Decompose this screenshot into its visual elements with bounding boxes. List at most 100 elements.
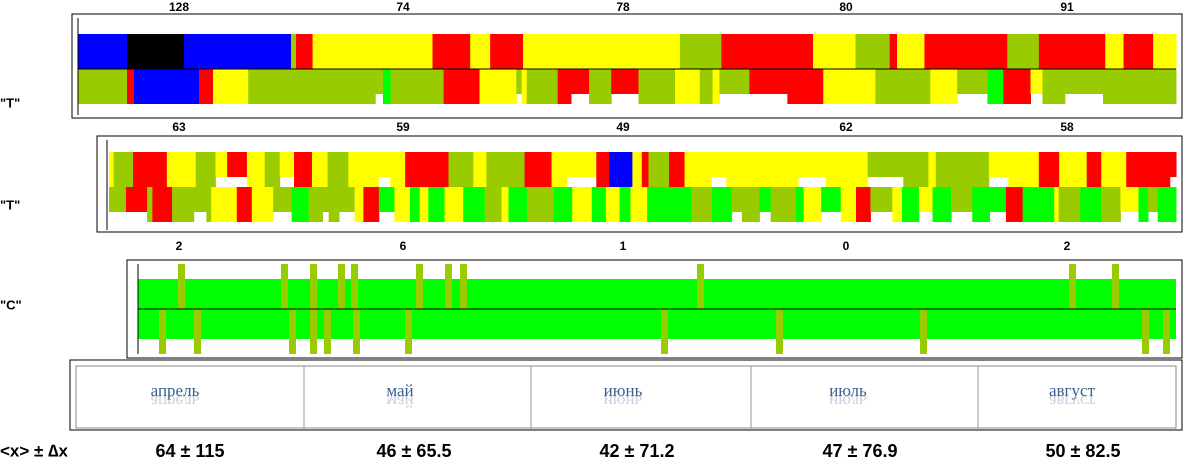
segment <box>770 187 791 222</box>
segment <box>1157 187 1169 222</box>
segment <box>918 187 934 212</box>
segment <box>932 187 952 222</box>
segment <box>557 69 572 104</box>
count-label: 58 <box>1060 120 1074 134</box>
segment <box>591 187 607 222</box>
segment <box>215 152 221 177</box>
segment <box>310 309 317 354</box>
segment <box>821 187 842 212</box>
segment <box>1038 187 1055 222</box>
count-label: 78 <box>616 0 630 14</box>
stats-label: <x> ± ∆x <box>0 441 68 460</box>
segment <box>749 69 759 94</box>
segment <box>310 264 317 309</box>
segment <box>647 187 657 222</box>
segment <box>236 187 253 222</box>
segment <box>1038 34 1065 69</box>
segment <box>322 187 330 212</box>
segment <box>470 34 491 69</box>
segment <box>1064 34 1087 69</box>
count-label: 1 <box>620 239 627 253</box>
segment <box>699 69 714 104</box>
segment <box>1102 69 1125 104</box>
segment <box>759 187 772 212</box>
segment <box>309 69 324 104</box>
segment <box>1064 69 1104 94</box>
segment <box>988 152 1009 177</box>
segment <box>889 34 898 69</box>
segment <box>109 187 127 212</box>
segment <box>546 187 555 222</box>
segment <box>1028 152 1040 187</box>
panel-frame <box>69 359 1183 431</box>
segment <box>1126 152 1144 187</box>
segment <box>731 187 743 212</box>
row-label: "C" <box>0 297 22 312</box>
segment <box>903 152 929 187</box>
segment <box>935 152 966 187</box>
segment <box>719 69 750 94</box>
segment <box>1042 69 1066 104</box>
segment <box>1120 187 1139 212</box>
segment <box>390 69 419 104</box>
segment <box>193 187 207 212</box>
segment <box>353 309 360 354</box>
segment <box>296 34 314 69</box>
segment <box>609 152 633 187</box>
segment <box>1138 187 1149 222</box>
segment <box>443 69 481 104</box>
month-reflection: август <box>1049 392 1096 411</box>
panel-frame <box>71 13 1183 119</box>
segment <box>705 187 713 222</box>
month-label: июль <box>829 381 867 400</box>
segment <box>351 264 358 309</box>
segment <box>1163 309 1170 354</box>
segment <box>324 309 331 354</box>
segment <box>127 69 134 104</box>
segment <box>648 152 670 187</box>
segment <box>641 152 649 187</box>
segment <box>179 187 195 222</box>
segment <box>133 152 140 187</box>
segment <box>281 264 288 309</box>
segment <box>363 187 376 222</box>
segment <box>159 309 166 354</box>
segment <box>473 152 487 187</box>
segment <box>964 152 990 187</box>
segment <box>930 69 958 104</box>
segment <box>479 69 517 104</box>
strips <box>78 34 1177 354</box>
segment <box>523 34 556 69</box>
segment <box>289 309 296 354</box>
segment <box>417 69 445 104</box>
segment <box>521 69 528 104</box>
count-label: 59 <box>396 120 410 134</box>
segment <box>364 34 401 69</box>
segment <box>920 309 927 354</box>
segment <box>589 69 612 104</box>
segment <box>813 34 856 69</box>
segment <box>607 34 650 69</box>
segment <box>432 34 471 69</box>
segment <box>428 187 445 222</box>
segment <box>1007 34 1040 69</box>
segment <box>894 69 931 104</box>
segment <box>322 69 341 104</box>
segment <box>254 152 266 187</box>
segment <box>1030 69 1043 94</box>
month-separators <box>303 366 979 428</box>
segment <box>1022 187 1040 222</box>
segment <box>840 187 857 222</box>
segment <box>679 34 722 69</box>
segment <box>291 34 297 69</box>
segment <box>147 187 153 222</box>
segment <box>1080 187 1102 222</box>
segment <box>1169 152 1177 177</box>
segment <box>1153 34 1177 69</box>
segment <box>1168 187 1177 222</box>
segment <box>271 69 310 104</box>
segment <box>745 152 772 187</box>
segment <box>619 187 632 222</box>
segment <box>787 69 824 104</box>
